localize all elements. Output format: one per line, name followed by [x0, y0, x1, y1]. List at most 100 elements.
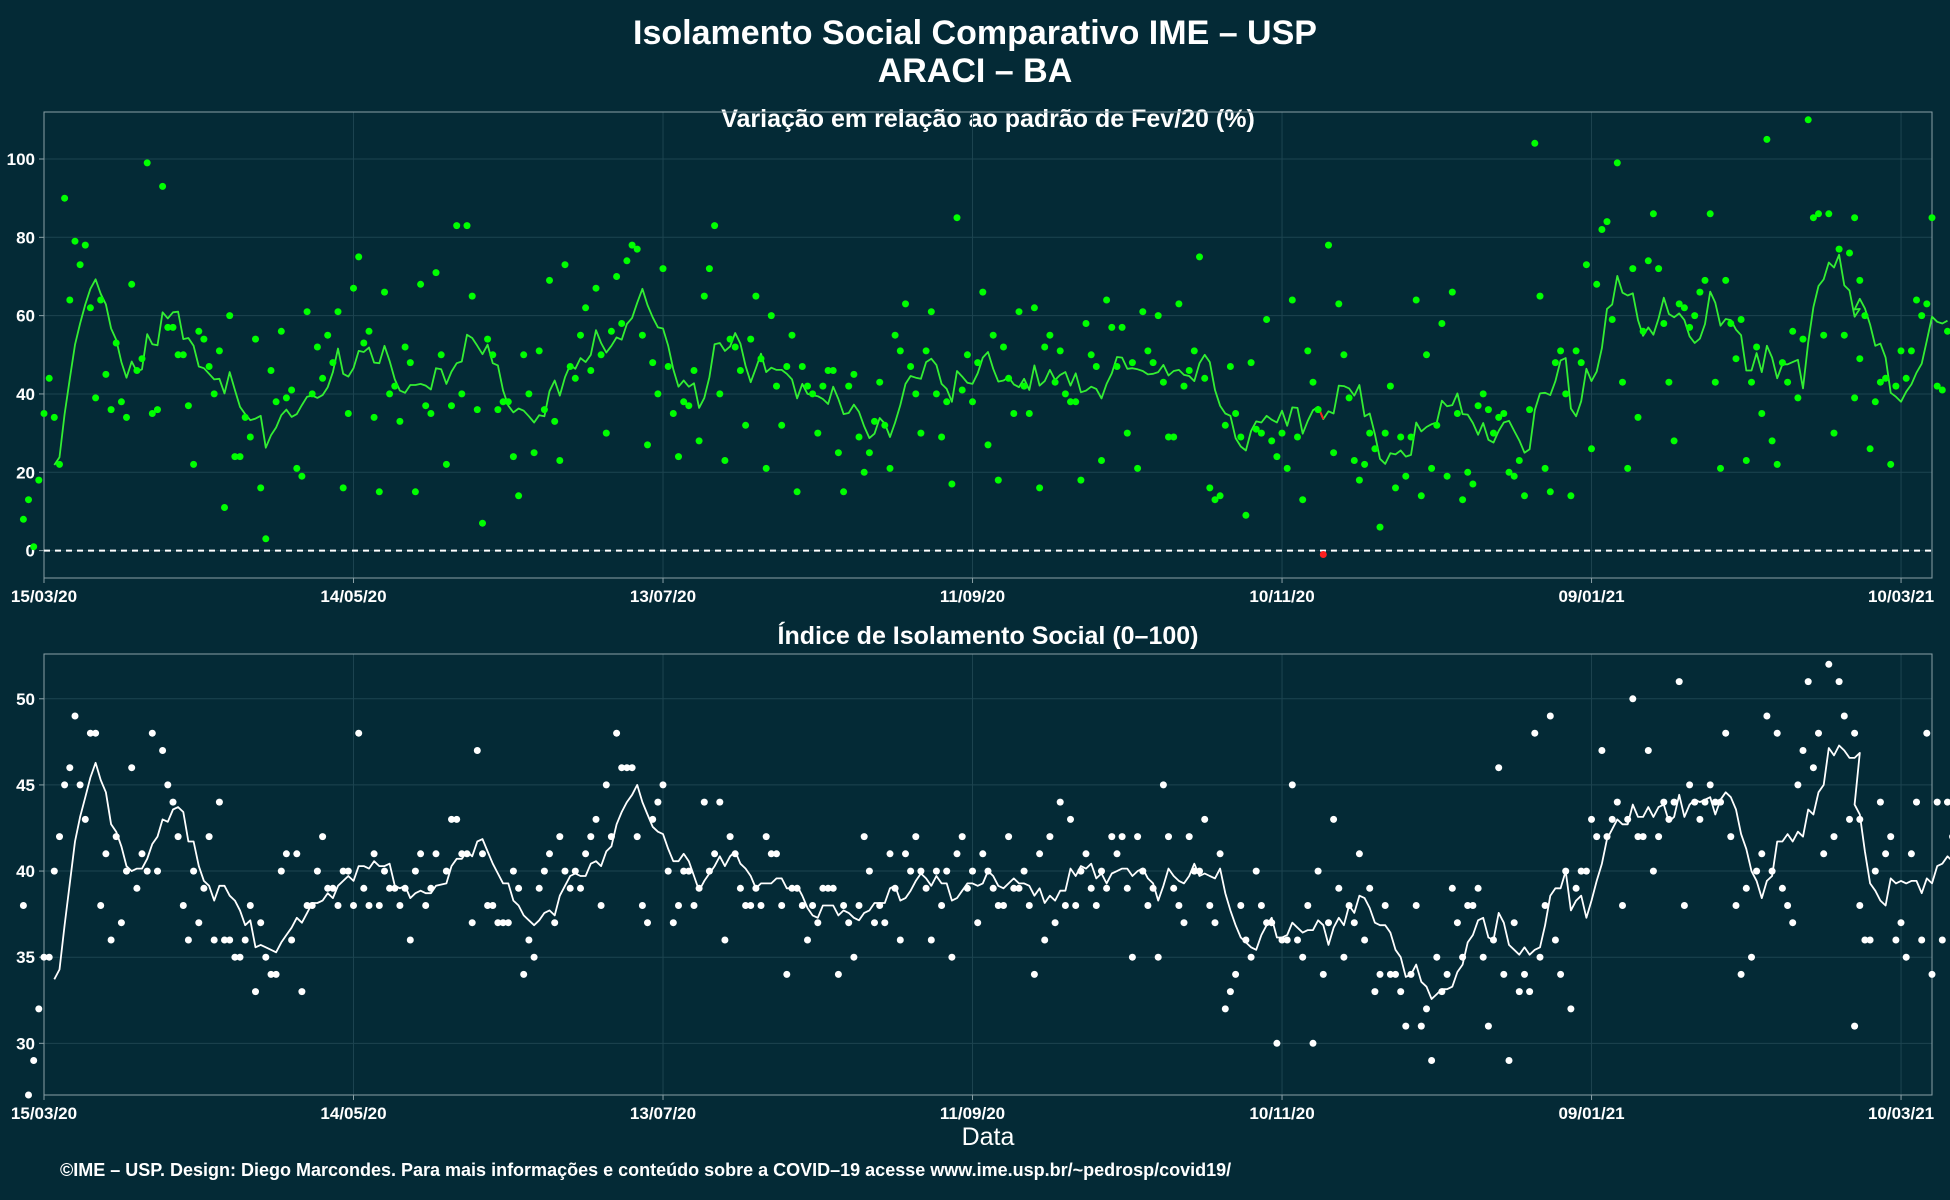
- variation-point: [546, 276, 553, 284]
- index-point: [1598, 747, 1606, 754]
- index-point: [334, 902, 342, 909]
- variation-point: [1711, 378, 1719, 386]
- variation-point: [1567, 492, 1575, 500]
- variation-point: [123, 413, 130, 421]
- index-point: [200, 884, 208, 892]
- index-point: [406, 936, 414, 944]
- index-point: [932, 867, 940, 875]
- index-point: [288, 936, 296, 944]
- variation-point: [112, 339, 120, 347]
- variation-point: [1134, 464, 1142, 472]
- y-tick-label: 40: [16, 862, 35, 881]
- index-point: [525, 936, 533, 944]
- variation-point: [618, 320, 626, 327]
- variation-point: [396, 417, 404, 425]
- index-point: [1252, 867, 1260, 875]
- index-point: [1526, 988, 1534, 996]
- index-point: [520, 970, 528, 978]
- index-point: [282, 850, 290, 858]
- variation-point: [922, 347, 930, 355]
- variation-point: [1433, 421, 1441, 429]
- variation-point: [726, 335, 734, 343]
- index-point: [1185, 833, 1193, 841]
- variation-point: [798, 363, 806, 370]
- index-point: [1433, 953, 1441, 961]
- variation-point: [1139, 308, 1147, 316]
- index-point: [902, 850, 909, 858]
- index-point: [370, 850, 378, 858]
- variation-point: [1634, 413, 1642, 421]
- variation-point: [1675, 300, 1683, 308]
- index-point: [798, 902, 806, 909]
- index-point: [1613, 798, 1621, 806]
- index-point: [716, 798, 724, 806]
- variation-point: [1412, 296, 1420, 304]
- variation-point: [1299, 496, 1307, 504]
- variation-point: [1871, 398, 1879, 406]
- index-point: [1938, 936, 1946, 944]
- variation-point: [871, 417, 878, 425]
- index-point: [1675, 678, 1683, 686]
- variation-point: [551, 417, 559, 425]
- index-point: [546, 850, 553, 858]
- variation-point: [1691, 312, 1699, 320]
- variation-point: [360, 339, 368, 347]
- variation-point: [1820, 331, 1828, 339]
- index-point: [721, 936, 729, 944]
- variation-point: [1495, 413, 1503, 421]
- index-point: [76, 781, 84, 789]
- variation-point: [747, 335, 755, 343]
- index-point: [577, 884, 584, 892]
- index-point: [1294, 936, 1301, 944]
- y-tick-label: 30: [16, 1034, 35, 1053]
- index-point: [1201, 815, 1209, 823]
- index-point: [1846, 815, 1853, 823]
- variation-point: [319, 374, 327, 382]
- index-point: [1180, 919, 1188, 927]
- variation-point: [1190, 347, 1198, 355]
- panel-frame: [43, 111, 1933, 579]
- index-point: [484, 902, 492, 909]
- variation-point: [164, 323, 172, 331]
- variation-point: [984, 441, 992, 449]
- index-point: [1567, 1005, 1575, 1013]
- index-point: [1221, 1005, 1229, 1013]
- variation-point: [535, 347, 543, 355]
- variation-point: [1629, 265, 1637, 273]
- index-point: [267, 970, 275, 978]
- variation-point: [1882, 374, 1890, 382]
- variation-point: [448, 402, 455, 410]
- index-point: [1521, 970, 1528, 978]
- variation-point: [1283, 464, 1291, 472]
- variation-point: [1603, 218, 1611, 226]
- index-point: [365, 902, 373, 909]
- variation-point: [1366, 429, 1374, 437]
- variation-point: [1809, 214, 1817, 222]
- index-point: [1082, 850, 1090, 858]
- variation-point: [1856, 355, 1864, 363]
- variation-point: [1335, 300, 1343, 308]
- index-point: [293, 850, 301, 858]
- index-point: [1562, 867, 1570, 875]
- index-point: [1149, 884, 1157, 892]
- variation-point: [1386, 382, 1394, 390]
- variation-point: [1459, 496, 1467, 504]
- variation-point: [1593, 280, 1601, 288]
- variation-point: [819, 382, 827, 390]
- variation-point: [272, 398, 280, 406]
- variation-point: [1732, 355, 1740, 363]
- variation-point: [1510, 472, 1518, 480]
- index-point: [138, 850, 146, 858]
- index-point: [448, 815, 455, 823]
- index-point: [1448, 884, 1456, 892]
- variation-point: [1551, 359, 1559, 367]
- index-point: [865, 867, 873, 875]
- variation-point: [184, 402, 192, 410]
- variation-point: [102, 370, 110, 378]
- variation-point: [143, 159, 151, 167]
- variation-point: [1464, 468, 1472, 476]
- variation-point: [339, 484, 347, 492]
- index-point: [319, 833, 327, 841]
- variation-point: [241, 413, 249, 421]
